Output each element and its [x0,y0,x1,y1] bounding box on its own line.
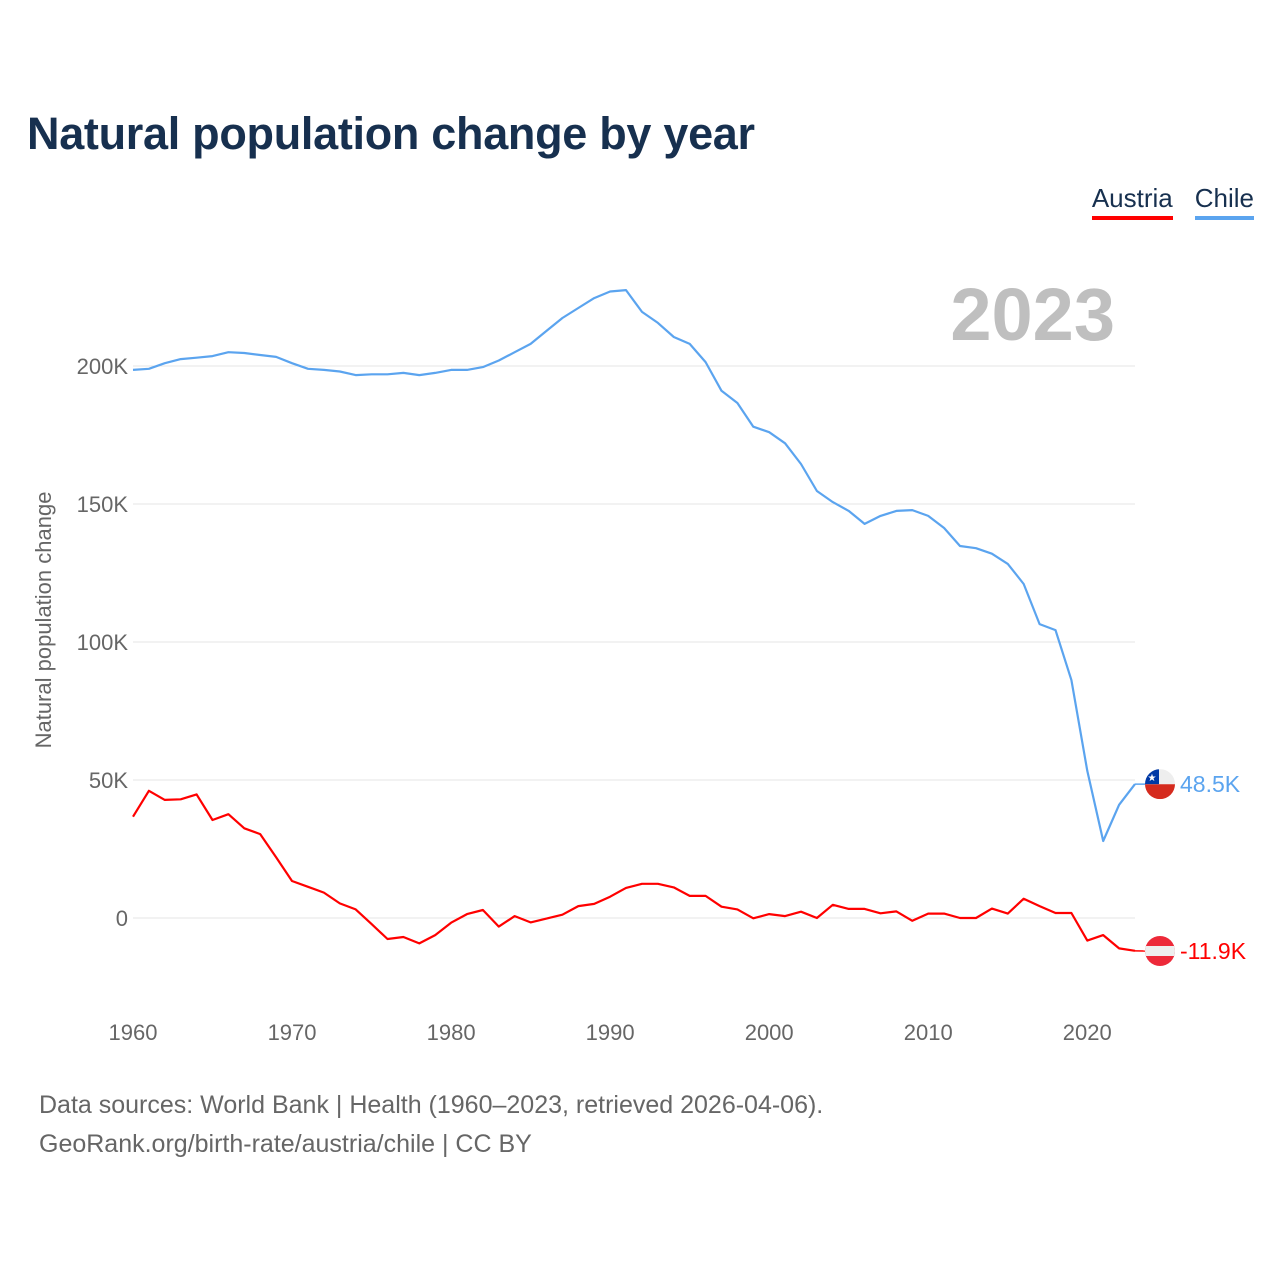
x-tick-label: 2020 [1063,1020,1112,1045]
y-axis-label: Natural population change [31,492,56,749]
legend-chile[interactable]: Chile [1194,183,1254,220]
source-link[interactable]: GeoRank.org/birth-rate/austria/chile | C… [39,1130,532,1158]
x-tick-label: 1970 [268,1020,317,1045]
y-tick-label: 200K [77,354,129,379]
chile-flag-icon: ★ [1145,769,1175,800]
end-value-label: -11.9K [1180,938,1247,964]
x-tick-label: 1980 [427,1020,476,1045]
data-source: Data sources: World Bank | Health (1960–… [39,1091,824,1119]
y-tick-label: 100K [77,630,129,655]
y-tick-label: 150K [77,492,129,517]
y-tick-label: 50K [89,768,128,793]
year-watermark: 2023 [950,273,1115,356]
chart-title: Natural population change by year [27,108,755,159]
flag-red [1145,784,1175,800]
x-tick-label: 1960 [109,1020,158,1045]
series-line-chile [132,289,1136,843]
footer: Data sources: World Bank | Health (1960–… [39,1086,823,1164]
x-tick-label: 1990 [586,1020,635,1045]
austria-flag-icon [1145,936,1175,966]
legend: Austria Chile [1091,183,1254,220]
end-value-label: 48.5K [1180,771,1241,797]
series-line-austria [132,789,1136,952]
flag-star: ★ [1148,773,1157,784]
y-tick-label: 0 [116,906,128,931]
x-tick-label: 2010 [904,1020,953,1045]
x-tick-label: 2000 [745,1020,794,1045]
flag-white [1145,946,1175,956]
legend-austria[interactable]: Austria [1091,183,1173,220]
